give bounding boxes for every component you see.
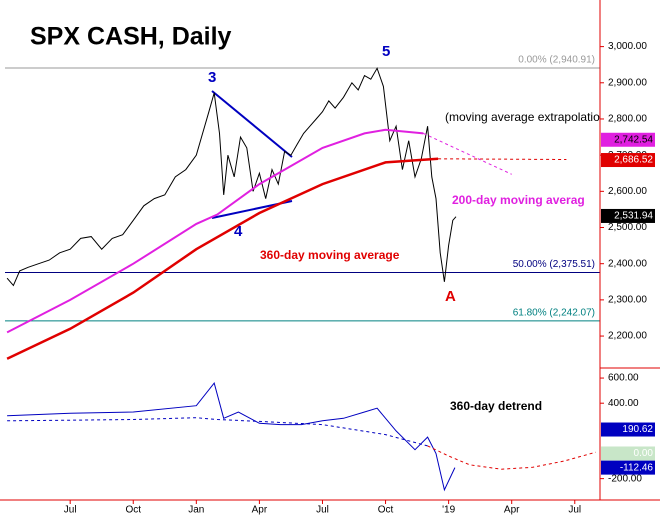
- series-line: [6, 67, 457, 287]
- last-value-box: [601, 446, 655, 461]
- last-value-box: [601, 153, 655, 168]
- annotation: 360-day detrend: [450, 399, 542, 413]
- last-value-label: 0.00: [634, 448, 654, 459]
- y-tick-label: 2,800.00: [608, 114, 647, 125]
- x-tick-label: Jul: [64, 505, 77, 516]
- y-tick-label: 2,900.00: [608, 77, 647, 88]
- x-tick-label: '19: [442, 505, 455, 516]
- y-tick-label: 2,600.00: [608, 186, 647, 197]
- x-tick-label: Oct: [378, 505, 394, 516]
- x-tick-label: Jan: [188, 505, 204, 516]
- annotation: (moving average extrapolation: [445, 110, 606, 124]
- wave-label: 3: [208, 69, 216, 86]
- level-label: 61.80% (2,242.07): [513, 307, 595, 318]
- series-line: [423, 132, 512, 175]
- x-tick-label: Jul: [568, 505, 581, 516]
- y-tick-label: 2,400.00: [608, 258, 647, 269]
- y-tick-label: 2,200.00: [608, 331, 647, 342]
- chart-title: SPX CASH, Daily: [30, 23, 232, 51]
- last-value-label: -112.46: [620, 462, 654, 473]
- y-tick-label: 2,300.00: [608, 295, 647, 306]
- x-tick-label: Oct: [125, 505, 141, 516]
- plot-area: SPX CASH, Daily 3 4 5 A (moving average …: [5, 23, 606, 492]
- wave-label: 5: [382, 43, 390, 60]
- series-line: [438, 158, 567, 160]
- series-line: [7, 382, 456, 492]
- series-line: [6, 128, 424, 334]
- y-tick-label: -200.00: [608, 473, 642, 484]
- annotation: 200-day moving averag: [452, 193, 585, 207]
- series-line: [7, 417, 428, 447]
- x-tick-label: Apr: [504, 505, 520, 516]
- last-value-label: 2,742.54: [614, 134, 653, 145]
- y-tick-label: 400.00: [608, 398, 639, 409]
- wave-label: 4: [234, 223, 243, 240]
- y-tick-label: 3,000.00: [608, 41, 647, 52]
- last-value-box: [601, 422, 655, 437]
- y-tick-label: 2,500.00: [608, 222, 647, 233]
- last-value-label: 190.62: [622, 424, 653, 435]
- wave-label: A: [445, 288, 456, 305]
- series-line: [6, 157, 439, 360]
- level-label: 50.00% (2,375.51): [513, 259, 595, 270]
- y-tick-label: 600.00: [608, 373, 639, 384]
- x-tick-label: Jul: [316, 505, 329, 516]
- last-value-box: [601, 460, 655, 475]
- last-value-label: 2,686.52: [614, 155, 653, 166]
- trend-line: [211, 90, 293, 158]
- last-value-box: [601, 132, 655, 147]
- last-value-label: 2,531.94: [614, 211, 653, 222]
- annotation: 360-day moving average: [260, 248, 400, 262]
- x-tick-label: Apr: [252, 505, 268, 516]
- last-value-box: [601, 208, 655, 223]
- level-label: 0.00% (2,940.91): [518, 55, 595, 66]
